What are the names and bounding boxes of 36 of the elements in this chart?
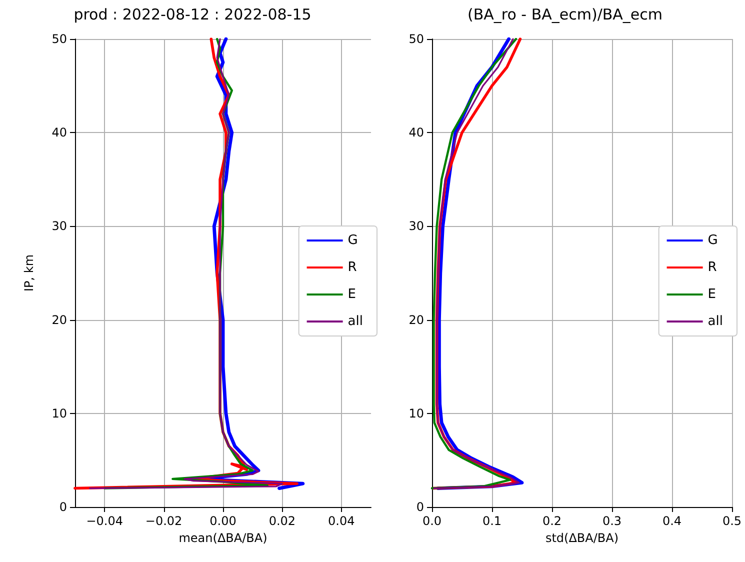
legend-label: all [708,314,724,329]
x-tick-label: 0.4 [662,514,682,528]
y-tick-label: 30 [52,219,67,234]
y-tick-label: 10 [52,406,67,420]
x-axis-title: mean(ΔBA/BA) [178,530,268,545]
legend-label: R [348,260,357,275]
legend-label: E [708,287,716,302]
y-tick-label: 40 [408,126,424,140]
x-axis-title: std(ΔBA/BA) [545,530,619,545]
x-tick-label: 0.00 [210,514,236,528]
x-tick-label: −0.02 [145,514,182,528]
y-tick-label: 0 [59,500,67,514]
legend-label: G [708,233,718,248]
legend-label: G [348,233,358,248]
x-tick-label: 0.02 [268,514,296,528]
legend-label: E [348,287,356,302]
chart-title: (BA_ro - BA_ecm)/BA_ecm [467,6,663,24]
x-tick-label: 0.1 [482,514,502,528]
y-tick-label: 20 [408,312,424,327]
y-tick-label: 40 [52,126,67,140]
y-tick-label: 30 [408,219,424,234]
y-tick-label: 50 [408,32,424,46]
legend-label: R [708,260,717,275]
y-tick-label: 0 [416,500,424,514]
x-tick-label: 0.0 [422,514,442,528]
x-tick-label: 0.5 [722,514,742,528]
x-tick-label: 0.3 [602,514,622,528]
x-tick-label: 0.2 [542,514,562,528]
chart-title: prod : 2022-08-12 : 2022-08-15 [74,6,312,24]
x-tick-label: 0.04 [328,514,355,528]
legend-label: all [348,314,364,329]
y-tick-label: 10 [408,406,424,420]
y-tick-label: 20 [52,312,67,327]
y-axis-title: IP, km [22,254,36,292]
x-tick-label: −0.04 [86,514,123,528]
y-tick-label: 50 [52,32,67,46]
